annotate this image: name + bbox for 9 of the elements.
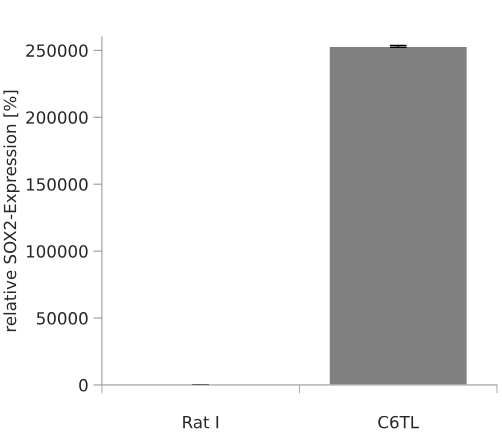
y-tick-label: 0 xyxy=(79,378,88,392)
y-tick-label: 200000 xyxy=(26,111,88,124)
y-tick-label: 250000 xyxy=(26,44,88,57)
y-tick-label: 100000 xyxy=(26,245,88,258)
y-axis-title: relative SOX2-Expression [%] xyxy=(3,90,20,332)
x-tick-label: Rat I xyxy=(183,416,218,428)
y-tick-label: 150000 xyxy=(26,178,88,191)
x-tick-label: C6TL xyxy=(378,416,419,428)
y-tick-label: 50000 xyxy=(36,312,88,325)
